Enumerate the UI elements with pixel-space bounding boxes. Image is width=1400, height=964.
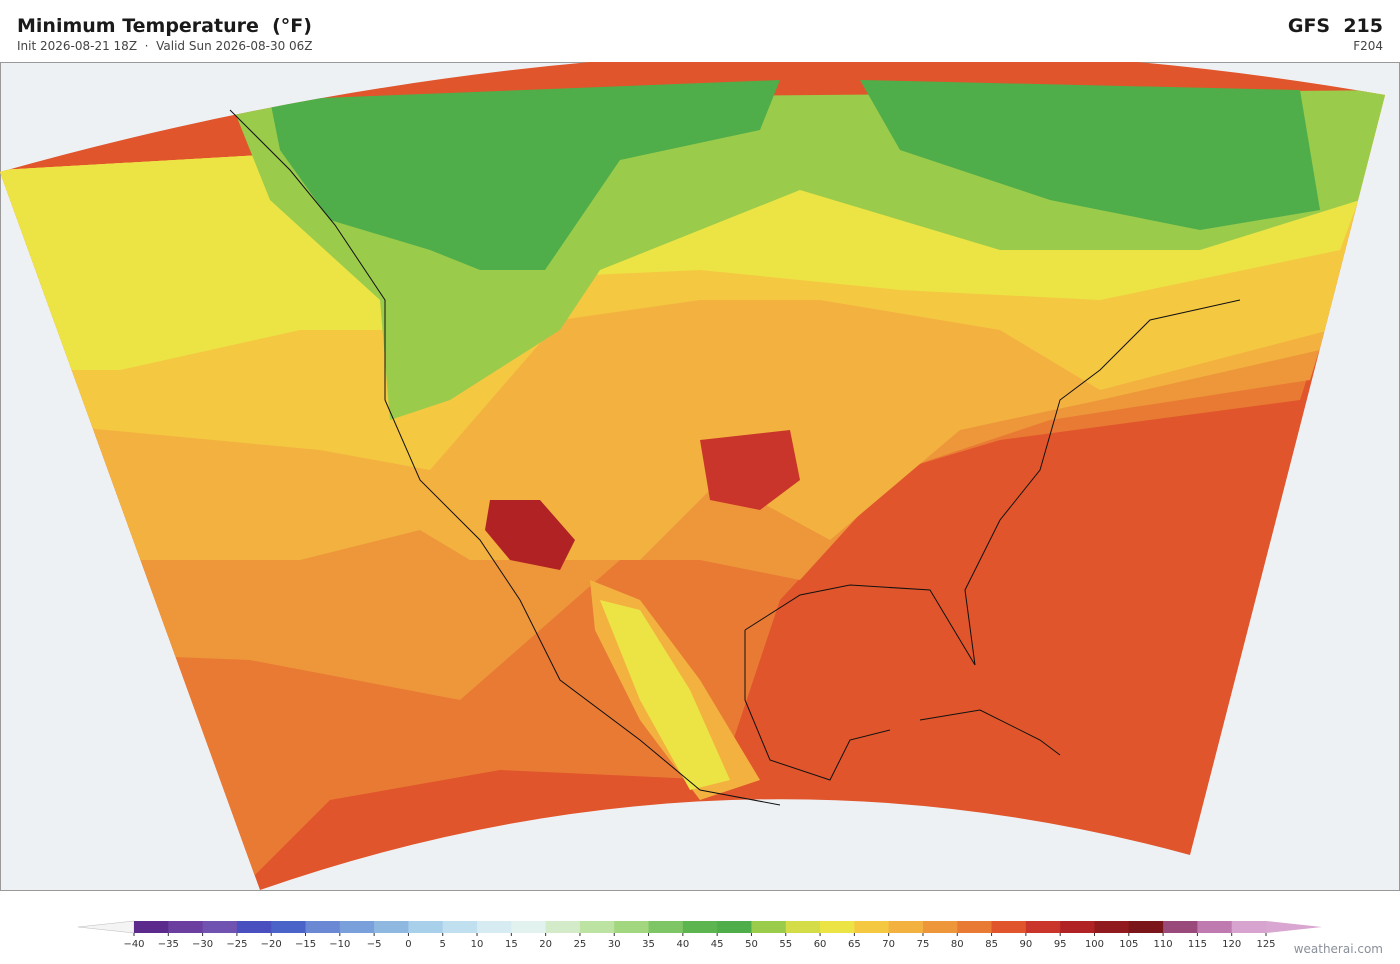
colorbar-tick-label: 110 bbox=[1154, 939, 1173, 950]
title: Minimum Temperature (°F) bbox=[17, 15, 312, 37]
colorbar-segment bbox=[408, 921, 444, 933]
colorbar-tick-label: 45 bbox=[711, 939, 724, 950]
colorbar-segment bbox=[236, 921, 272, 933]
colorbar-tick-label: 20 bbox=[539, 939, 552, 950]
colorbar-tick-label: 0 bbox=[405, 939, 411, 950]
watermark: weatherai.com bbox=[1293, 942, 1383, 956]
colorbar-segment bbox=[511, 921, 547, 933]
colorbar-segment bbox=[991, 921, 1027, 933]
colorbar-segment bbox=[957, 921, 993, 933]
colorbar-segment bbox=[579, 921, 615, 933]
colorbar-segment bbox=[168, 921, 204, 933]
colorbar-segment bbox=[648, 921, 684, 933]
colorbar-tick-label: 10 bbox=[471, 939, 484, 950]
colorbar-segment bbox=[134, 921, 169, 933]
colorbar-tick-label: 125 bbox=[1256, 939, 1275, 950]
colorbar-segment bbox=[751, 921, 787, 933]
colorbar-tick-label: 55 bbox=[779, 939, 792, 950]
colorbar-segment bbox=[717, 921, 752, 933]
colorbar-tick-label: 95 bbox=[1054, 939, 1067, 950]
map bbox=[0, 62, 1400, 891]
colorbar-tick-label: −15 bbox=[295, 939, 316, 950]
colorbar-tick-label: 90 bbox=[1020, 939, 1033, 950]
coastlines bbox=[229, 109, 1241, 806]
colorbar-segment bbox=[1094, 921, 1130, 933]
colorbar: −40 −35 −30 −25 −20 −15 −10 −5 0 5 10 15 20 25 30 35 40 4… bbox=[77, 920, 1322, 950]
colorbar-tick-label: 80 bbox=[951, 939, 964, 950]
colorbar-tick-label: 120 bbox=[1222, 939, 1241, 950]
colorbar-tick-label: 25 bbox=[574, 939, 587, 950]
colorbar-tick-label: 30 bbox=[608, 939, 621, 950]
subtitle: Init 2026-08-21 18Z · Valid Sun 2026-08-… bbox=[17, 39, 313, 53]
colorbar-tick-label: −5 bbox=[367, 939, 382, 950]
colorbar-under bbox=[77, 920, 135, 934]
forecast-hour: F204 bbox=[1353, 39, 1383, 53]
colorbar-tick-label: 5 bbox=[440, 939, 446, 950]
colorbar-tick-label: 60 bbox=[814, 939, 827, 950]
colorbar-segment bbox=[888, 921, 924, 933]
colorbar-tick-label: 75 bbox=[917, 939, 930, 950]
colorbar-tick-label: −35 bbox=[158, 939, 179, 950]
colorbar-segment bbox=[1025, 921, 1061, 933]
colorbar-segment bbox=[339, 921, 375, 933]
colorbar-segment bbox=[1163, 921, 1198, 933]
colorbar-tick-label: −20 bbox=[261, 939, 282, 950]
model: GFS 215 bbox=[1287, 15, 1383, 37]
colorbar-segment bbox=[202, 921, 238, 933]
colorbar-segment bbox=[545, 921, 581, 933]
colorbar-over bbox=[1266, 921, 1322, 933]
colorbar-tick-label: 35 bbox=[642, 939, 655, 950]
colorbar-segment bbox=[305, 921, 341, 933]
colorbar-tick-label: 65 bbox=[848, 939, 861, 950]
colorbar-segment bbox=[854, 921, 890, 933]
colorbar-segment bbox=[922, 921, 958, 933]
colorbar-tick-label: −25 bbox=[226, 939, 247, 950]
colorbar-tick-label: 50 bbox=[745, 939, 758, 950]
colorbar-segment bbox=[1231, 921, 1267, 933]
colorbar-tick-label: 40 bbox=[676, 939, 689, 950]
colorbar-segment bbox=[271, 921, 307, 933]
colorbar-tick-label: 15 bbox=[505, 939, 518, 950]
colorbar-segment bbox=[442, 921, 478, 933]
colorbar-tick-label: 115 bbox=[1188, 939, 1207, 950]
temperature-field bbox=[0, 62, 1385, 891]
colorbar-segment bbox=[1197, 921, 1233, 933]
colorbar-segment bbox=[820, 921, 855, 933]
colorbar-tick-label: 70 bbox=[882, 939, 895, 950]
colorbar-segment bbox=[785, 921, 821, 933]
colorbar-segment bbox=[477, 921, 512, 933]
colorbar-tick-label: 100 bbox=[1085, 939, 1104, 950]
colorbar-tick-label: −10 bbox=[329, 939, 350, 950]
colorbar-segment bbox=[1060, 921, 1095, 933]
colorbar-segment bbox=[374, 921, 409, 933]
colorbar-segment bbox=[682, 921, 718, 933]
colorbar-tick-label: 105 bbox=[1119, 939, 1138, 950]
colorbar-segment bbox=[1128, 921, 1164, 933]
colorbar-tick-label: −30 bbox=[192, 939, 213, 950]
colorbar-tick-label: −40 bbox=[123, 939, 144, 950]
colorbar-tick-label: 85 bbox=[985, 939, 998, 950]
colorbar-segment bbox=[614, 921, 650, 933]
